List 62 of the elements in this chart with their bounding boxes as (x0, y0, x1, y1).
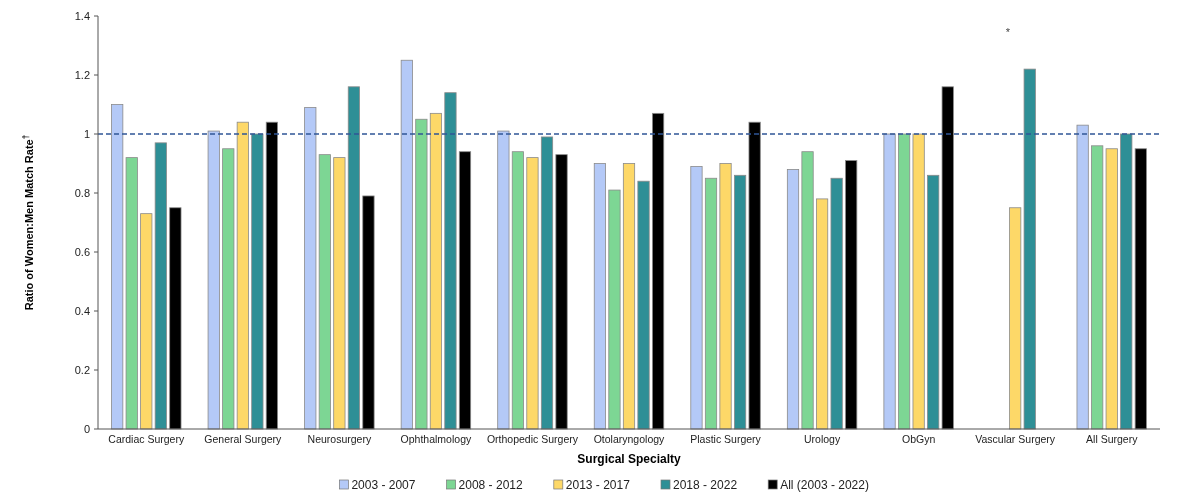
x-tick-label: Ophthalmology (400, 433, 472, 445)
bar (622, 163, 636, 430)
annotation: * (1005, 26, 1011, 38)
bar (912, 133, 925, 430)
bar (845, 160, 858, 430)
legend-label: All (2003 - 2022) (780, 478, 869, 492)
x-axis-title: Surgical Specialty (577, 452, 682, 466)
x-tick-label: Urology (804, 433, 841, 445)
y-tick-label: 0.4 (74, 304, 90, 317)
x-tick-label: Otolaryngology (593, 433, 666, 445)
legend-label: 2008 - 2012 (458, 478, 523, 492)
bar (497, 130, 510, 430)
bar (251, 133, 264, 430)
x-tick-label: Neurosurgery (307, 433, 372, 445)
x-tick-label: Orthopedic Surgery (486, 433, 579, 445)
y-tick-label: 1.2 (74, 68, 90, 81)
bar (169, 207, 182, 430)
bar (458, 151, 472, 430)
bar (207, 130, 220, 430)
bar (444, 92, 457, 430)
x-tick-label: ObGyn (902, 433, 936, 445)
legend-label: 2003 - 2007 (351, 478, 416, 492)
bar (652, 112, 665, 430)
bar (511, 151, 524, 430)
x-tick-label: General Surgery (204, 433, 283, 445)
bar (704, 177, 718, 430)
bar (748, 121, 761, 430)
bar (347, 86, 360, 430)
bar (415, 118, 428, 430)
bar (362, 195, 375, 430)
bar (1076, 124, 1089, 430)
bar (734, 174, 747, 430)
y-tick-label: 1.4 (74, 9, 90, 22)
y-tick-label: 0.8 (74, 186, 90, 199)
bar (786, 169, 800, 430)
y-tick-label: 0.2 (74, 363, 90, 376)
bar (333, 157, 346, 430)
bar (540, 136, 554, 430)
bar (429, 112, 442, 430)
bar (400, 59, 413, 430)
bar (608, 189, 621, 430)
bar (265, 121, 278, 430)
bar (637, 180, 650, 430)
y-tick-label: 0.6 (74, 245, 90, 258)
bar (593, 163, 606, 430)
bar (883, 133, 896, 430)
x-tick-label: All Surgery (1086, 433, 1139, 445)
bar (526, 157, 539, 430)
x-tick-label: Vascular Surgery (975, 433, 1056, 445)
y-tick-label: 0 (83, 422, 90, 435)
bar (898, 133, 911, 430)
bar (801, 151, 814, 430)
legend-label: 2013 - 2017 (565, 478, 631, 492)
legend-label: 2018 - 2022 (673, 478, 738, 492)
bar (816, 198, 829, 430)
x-tick-label: Cardiac Surgery (108, 433, 185, 445)
bar (830, 177, 843, 430)
bar (555, 154, 568, 430)
x-tick-label: Plastic Surgery (690, 433, 762, 445)
y-tick-label: 1 (83, 127, 90, 140)
bar (719, 163, 732, 430)
bar (690, 166, 703, 430)
